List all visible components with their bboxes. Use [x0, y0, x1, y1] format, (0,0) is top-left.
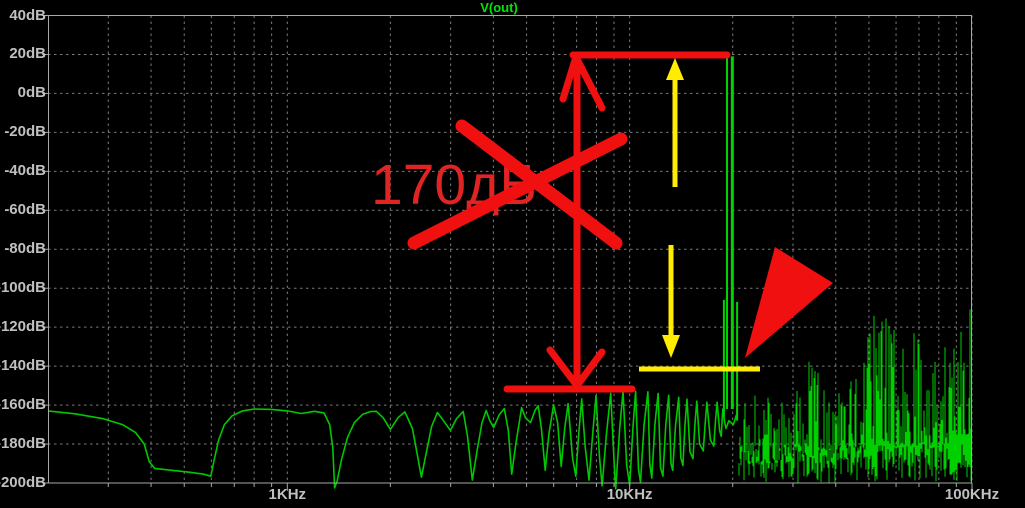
yellow-lower-arrowhead [662, 335, 680, 358]
y-axis-label: -100dB [0, 279, 46, 297]
red-arrowhead-down-right-wing [575, 348, 606, 387]
y-axis-label: -80dB [4, 240, 46, 258]
red-arrowhead-down-left-wing [546, 346, 579, 387]
y-axis-label: 40dB [9, 6, 46, 24]
red-arrowhead-up-left-wing [559, 56, 579, 103]
fft-trace [48, 390, 738, 490]
plot-border [48, 15, 972, 484]
x-axis-label: 1KHz [268, 486, 307, 503]
y-axis-label: -60dB [4, 201, 46, 219]
yellow-upper-arrowhead [666, 58, 684, 80]
red-pointer-triangle [745, 247, 833, 358]
y-axis-label: 0dB [17, 84, 46, 102]
x-axis-label: 10KHz [606, 486, 653, 503]
y-axis-label: -200dB [0, 474, 46, 491]
x-axis-label: 100KHz [944, 486, 1000, 503]
y-axis-label: -20dB [4, 123, 46, 141]
y-axis-label: -140dB [0, 357, 46, 375]
trace-title[interactable]: V(out) [480, 0, 518, 15]
y-axis-label: -120dB [0, 318, 46, 336]
y-axis-label: -180dB [0, 435, 46, 453]
y-axis-label: -160dB [0, 396, 46, 414]
fft-noise-floor [738, 309, 972, 483]
y-axis-label: 20dB [9, 45, 46, 63]
red-arrowhead-up-right-wing [574, 57, 606, 112]
red-cross-stroke-2 [407, 132, 628, 250]
y-axis-label: -40dB [4, 162, 46, 180]
